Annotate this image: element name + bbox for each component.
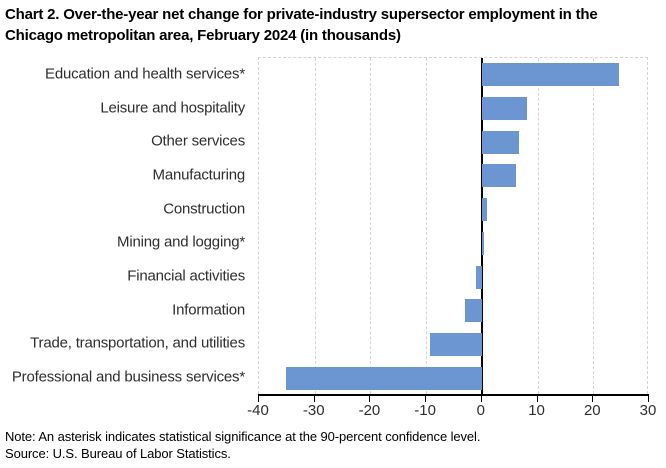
x-tick-30 [648,396,649,402]
gridline-10 [537,58,539,394]
chart-title-line2: the Chicago metropolitan area, February … [5,6,598,44]
gridline--30 [314,58,316,394]
gridline--10 [426,58,428,394]
category-label-trade-transportation-and-utilities: Trade, transportation, and utilities [30,334,245,352]
bar-education-and-health-services [481,63,619,87]
x-tick--30 [313,396,315,402]
bar-construction [481,198,487,222]
gridline-20 [593,58,595,394]
x-tick--10 [425,396,427,402]
x-tick-label-30: 30 [639,402,657,419]
bar-professional-and-business-services [286,366,482,390]
x-tick-label--10: -10 [414,402,436,419]
category-label-other-services: Other services [151,132,245,150]
bar-financial-activities [476,265,482,289]
x-tick-label-20: 20 [583,402,601,419]
x-tick-label-10: 10 [528,402,545,419]
x-tick-label--20: -20 [358,402,381,419]
category-label-information: Information [172,301,245,319]
bar-mining-and-logging [481,231,484,255]
gridline--20 [370,58,372,394]
category-label-manufacturing: Manufacturing [152,166,246,184]
bar-leisure-and-hospitality [481,97,527,121]
zero-axis-line [480,58,483,394]
category-label-mining-and-logging: Mining and logging* [117,233,245,251]
plot-area [258,57,648,394]
x-axis-line [258,394,649,396]
chart-title-line1: Chart 2. Over-the-year net change for pr… [5,6,572,23]
note-text: Note: An asterisk indicates statistical … [5,429,481,444]
bar-information [464,299,482,323]
category-axis: Education and health services* Leisure an… [0,57,251,394]
category-label-education-and-health-services: Education and health services* [45,65,245,83]
category-label-leisure-and-hospitality: Leisure and hospitality [100,99,245,117]
x-tick-label--40: -40 [247,402,269,419]
category-label-construction: Construction [163,200,245,218]
source-text: Source: U.S. Bureau of Labor Statistics. [5,446,231,461]
x-tick-0 [480,396,482,402]
category-label-financial-activities: Financial activities [127,267,245,285]
x-tick-label-0: 0 [476,402,486,419]
x-tick-10 [536,396,538,402]
category-label-professional-and-business-services: Professional and business services* [11,368,245,386]
chart-title: Chart 2. Over-the-year net change for pr… [5,4,645,46]
bar-other-services [481,130,519,154]
x-tick-label--30: -30 [302,402,325,419]
bar-trade-transportation-and-utilities [430,332,482,356]
x-tick-20 [592,396,594,402]
x-tick--40 [258,396,259,402]
bar-manufacturing [481,164,517,188]
x-tick--20 [369,396,371,402]
